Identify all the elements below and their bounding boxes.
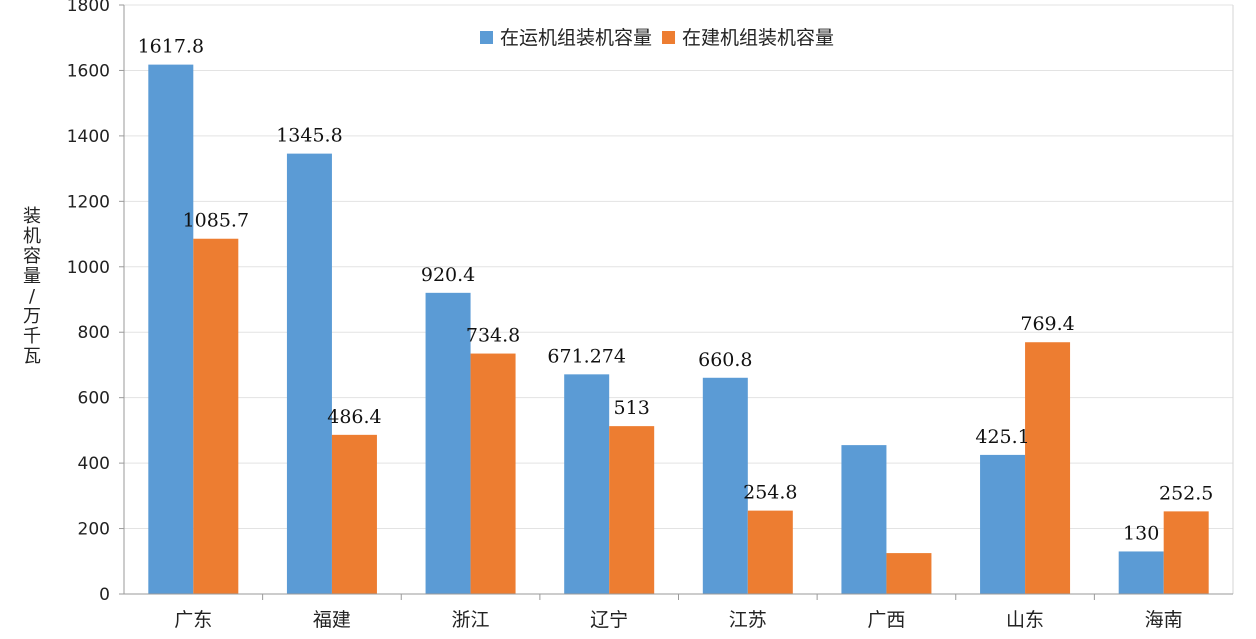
axes [119, 4, 1234, 600]
data-label: 130 [1123, 522, 1159, 544]
bar [193, 238, 239, 594]
y-tick-labels: 0 200 400 600 800 1000 1200 1400 1600 1800 [67, 0, 110, 605]
y-tick-label: 0 [99, 585, 110, 605]
y-tick-label: 200 [78, 520, 110, 540]
y-tick-label: 1800 [67, 0, 110, 16]
bars [148, 64, 1209, 595]
x-tick-label: 福建 [313, 609, 351, 631]
data-label: 1345.8 [276, 125, 342, 147]
y-axis-label-char: 容 [23, 246, 41, 267]
y-tick-label: 800 [78, 323, 110, 343]
bar [886, 553, 932, 594]
y-axis-label-char: 瓦 [23, 346, 41, 367]
x-tick-label: 山东 [1006, 609, 1044, 631]
data-label: 252.5 [1159, 482, 1213, 504]
y-axis-label: 装机容量/万千瓦 [23, 206, 41, 367]
y-axis-label-char: 量 [23, 266, 41, 287]
bar [331, 434, 377, 594]
y-tick-label: 1400 [67, 127, 110, 147]
x-tick-label: 江苏 [729, 609, 767, 631]
bar [148, 64, 194, 595]
data-label: 486.4 [327, 406, 381, 428]
legend-label: 在建机组装机容量 [682, 27, 834, 49]
y-axis-label-char: 机 [23, 226, 41, 247]
y-tick-label: 600 [78, 389, 110, 409]
data-label: 671.274 [547, 345, 626, 367]
bar [425, 292, 471, 594]
bar [470, 353, 516, 594]
y-axis-label-char: 千 [23, 326, 41, 347]
data-label: 920.4 [421, 264, 475, 286]
y-axis-label-char: 装 [23, 206, 41, 227]
x-tick-label: 浙江 [452, 609, 490, 631]
data-labels: 1617.8 1085.7 1345.8 486.4 920.4 734.8 671.274… [138, 36, 1214, 545]
data-label: 769.4 [1020, 313, 1074, 335]
x-tick-label: 海南 [1145, 609, 1183, 631]
data-label: 513 [614, 397, 650, 419]
bar [1118, 551, 1164, 594]
bar [1163, 511, 1209, 594]
bar [841, 445, 887, 594]
x-tick-label: 辽宁 [590, 609, 628, 631]
legend-swatch [662, 31, 676, 44]
bar [702, 377, 748, 594]
y-tick-label: 1000 [67, 258, 110, 278]
bar [980, 454, 1026, 594]
y-axis-label-char: 万 [23, 306, 41, 327]
y-axis-label-char: / [29, 286, 36, 307]
x-tick-label: 广西 [867, 609, 905, 631]
legend-swatch [480, 31, 493, 44]
y-tick-label: 1200 [67, 192, 110, 212]
bar [286, 153, 332, 594]
legend-label: 在运机组装机容量 [500, 27, 652, 49]
y-tick-label: 400 [78, 454, 110, 474]
bar [564, 374, 610, 594]
data-label: 425.1 [975, 426, 1029, 448]
data-label: 660.8 [698, 349, 752, 371]
bar [747, 510, 793, 594]
x-tick-label: 广东 [174, 609, 212, 631]
x-tick-labels: 广东 福建 浙江 辽宁 江苏 广西 山东 海南 [174, 609, 1182, 631]
y-tick-label: 1600 [67, 61, 110, 81]
data-label: 734.8 [466, 325, 520, 347]
bar [609, 426, 655, 594]
legend: 在运机组装机容量 在建机组装机容量 [480, 27, 834, 49]
data-label: 254.8 [743, 482, 797, 504]
data-label: 1085.7 [183, 210, 249, 232]
data-label: 1617.8 [138, 36, 204, 58]
bar [1025, 342, 1071, 594]
